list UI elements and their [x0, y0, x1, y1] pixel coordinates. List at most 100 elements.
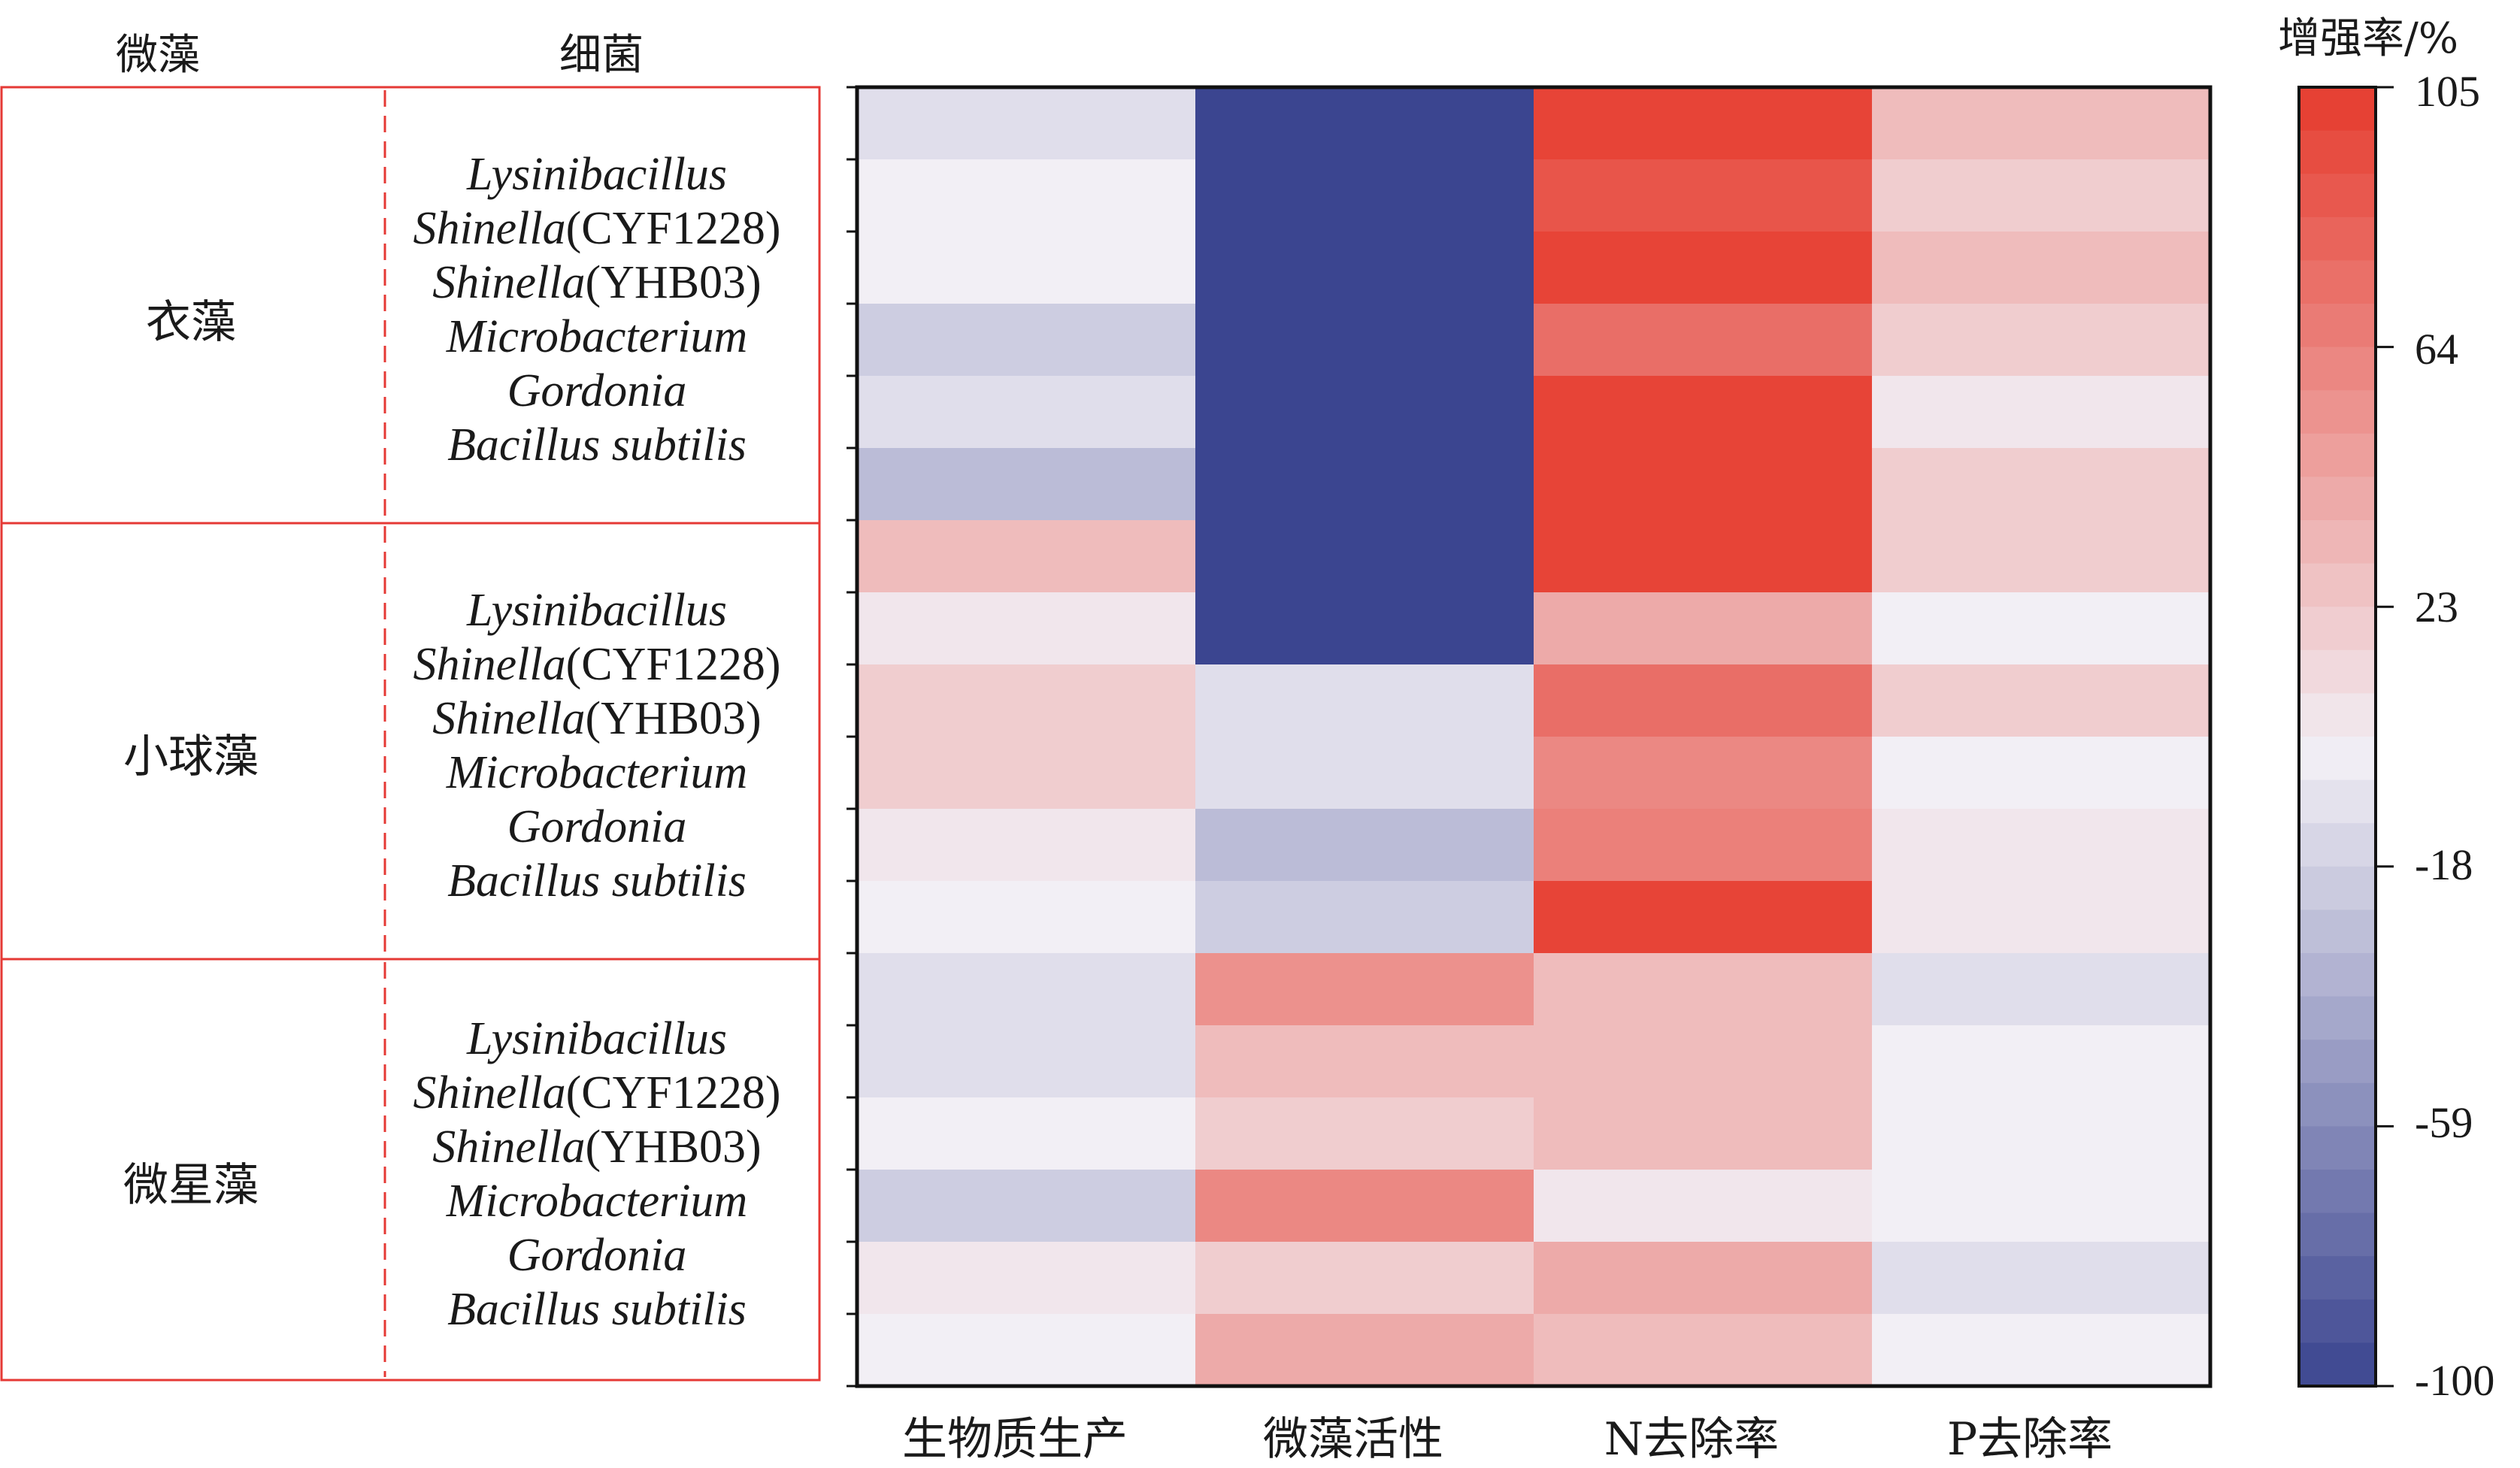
heatmap-cell — [1534, 1242, 1873, 1315]
heatmap-cell — [857, 881, 1196, 954]
colorbar-step — [2299, 910, 2376, 954]
heatmap-cell — [1872, 1025, 2211, 1098]
heatmap-cell — [1195, 1314, 1534, 1387]
bacteria-label: Shinella(YHB03) — [432, 693, 762, 744]
heatmap-cell — [1534, 304, 1873, 377]
heatmap-cell — [1872, 737, 2211, 810]
heatmap-cell — [1195, 159, 1534, 232]
heatmap-cell — [857, 1170, 1196, 1243]
heatmap-cell — [1534, 448, 1873, 521]
heatmap-cell — [1534, 520, 1873, 593]
heatmap-cell — [857, 87, 1196, 160]
heatmap-cell — [1872, 881, 2211, 954]
group-frame — [0, 958, 821, 1382]
heatmap-cell — [1872, 304, 2211, 377]
heatmap-cell — [1872, 664, 2211, 737]
colorbar-step — [2299, 866, 2376, 910]
heatmap-cell — [857, 448, 1196, 521]
colorbar-step — [2299, 87, 2376, 132]
colorbar-title: 增强率/% — [2278, 14, 2459, 63]
heatmap-cell — [1195, 809, 1534, 882]
colorbar-step — [2299, 260, 2376, 304]
heatmap-cell — [1534, 376, 1873, 449]
colorbar-step — [2299, 1170, 2376, 1214]
colorbar-step — [2299, 520, 2376, 564]
x-label-p-removal: P去除率 — [1946, 1413, 2113, 1466]
colorbar-tick-label: 23 — [2415, 583, 2458, 631]
colorbar-step — [2299, 1299, 2376, 1343]
colorbar-step — [2299, 1126, 2376, 1170]
heatmap-cell — [1195, 376, 1534, 449]
colorbar-step — [2299, 216, 2376, 261]
x-label-biomass: 生物质生产 — [902, 1413, 1128, 1466]
colorbar-step — [2299, 174, 2376, 218]
heatmap-cell — [1195, 664, 1534, 737]
heatmap-cell — [857, 1314, 1196, 1387]
colorbar-tick-label: -18 — [2415, 840, 2473, 889]
heatmap-cell — [857, 592, 1196, 665]
heatmap-cell — [857, 304, 1196, 377]
heatmap-cell — [857, 520, 1196, 593]
heatmap-cell — [1534, 87, 1873, 160]
colorbar-tick-label: 105 — [2415, 67, 2480, 116]
x-label-activity: 微藻活性 — [1263, 1413, 1443, 1466]
heatmap-cell — [857, 953, 1196, 1026]
heatmap-cell — [857, 664, 1196, 737]
heatmap-cell — [1195, 232, 1534, 304]
bacteria-label: Gordonia — [507, 801, 687, 852]
heatmap-cell — [857, 1242, 1196, 1315]
bacteria-label: Lysinibacillus — [466, 1013, 728, 1064]
bacteria-label: Microbacterium — [446, 311, 748, 362]
heatmap-cell — [1872, 87, 2211, 160]
heatmap-cell — [1195, 737, 1534, 810]
heatmap-cell — [1872, 232, 2211, 304]
heatmap-cell — [1534, 159, 1873, 232]
header-microalgae: 微藻 — [116, 31, 200, 80]
heatmap-cell — [1872, 376, 2211, 449]
colorbar-step — [2299, 477, 2376, 521]
heatmap-cell — [1872, 809, 2211, 882]
colorbar-step — [2299, 1342, 2376, 1387]
colorbar-step — [2299, 996, 2376, 1040]
colorbar-step — [2299, 693, 2376, 737]
bacteria-label: Shinella(YHB03) — [432, 1121, 762, 1173]
colorbar-step — [2299, 649, 2376, 694]
colorbar-step — [2299, 1040, 2376, 1084]
heatmap-cell — [1534, 953, 1873, 1026]
heatmap-cell — [1534, 809, 1873, 882]
heatmap-cell — [1872, 159, 2211, 232]
colorbar-frame — [2297, 86, 2377, 1388]
bacteria-label: Shinella(YHB03) — [432, 257, 762, 308]
heatmap-cell — [1195, 1025, 1534, 1098]
heatmap-cell — [1534, 664, 1873, 737]
heatmap-cell — [1195, 1242, 1534, 1315]
bacteria-label: Microbacterium — [446, 747, 748, 798]
heatmap-cell — [1872, 1097, 2211, 1170]
heatmap-cell — [1534, 592, 1873, 665]
heatmap-cell — [857, 1025, 1196, 1098]
heatmap-cell — [1872, 1242, 2211, 1315]
heatmap-cell — [1534, 1170, 1873, 1243]
colorbar-step — [2299, 304, 2376, 348]
colorbar-step — [2299, 347, 2376, 391]
colorbar-step — [2299, 1082, 2376, 1127]
heatmap-cell — [1872, 448, 2211, 521]
bacteria-label: Gordonia — [507, 365, 687, 416]
heatmap-cell — [857, 376, 1196, 449]
heatmap-cell — [1534, 881, 1873, 954]
header-bacteria: 细菌 — [559, 31, 644, 80]
heatmap-cell — [1872, 1314, 2211, 1387]
group-label-chlamydomonas: 衣藻 — [146, 296, 236, 349]
heatmap-cell — [857, 1097, 1196, 1170]
heatmap-cell — [1195, 87, 1534, 160]
heatmap-cell — [1872, 592, 2211, 665]
colorbar-step — [2299, 1212, 2376, 1257]
x-label-n-removal: N去除率 — [1604, 1413, 1779, 1466]
colorbar-step — [2299, 737, 2376, 781]
bacteria-label: Microbacterium — [446, 1176, 748, 1227]
bacteria-label: Lysinibacillus — [466, 585, 728, 636]
heatmap-cell — [1195, 953, 1534, 1026]
group-label-scenedesmus: 微星藻 — [123, 1159, 259, 1212]
heatmap-cell — [857, 232, 1196, 304]
heatmap-cell — [1872, 1170, 2211, 1243]
